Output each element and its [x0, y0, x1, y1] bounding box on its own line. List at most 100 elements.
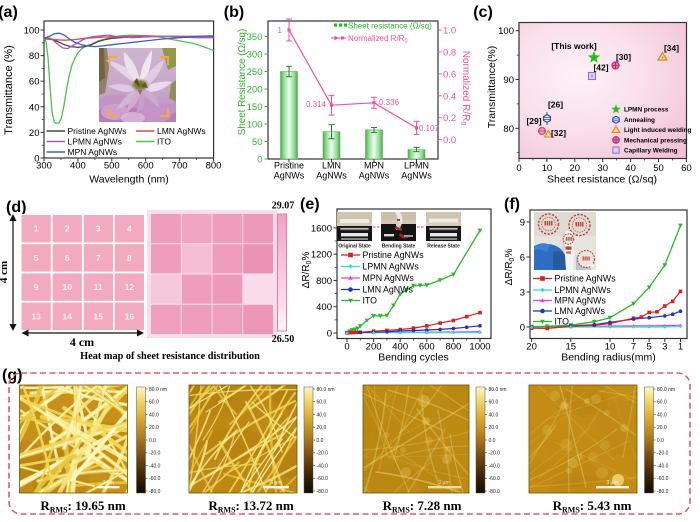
- svg-text:8: 8: [127, 253, 132, 263]
- svg-text:40.0: 40.0: [657, 412, 667, 418]
- svg-text:-20.0: -20.0: [317, 451, 329, 457]
- svg-text:150: 150: [247, 102, 263, 113]
- svg-text:40.0: 40.0: [489, 412, 499, 418]
- svg-text:-60.0: -60.0: [657, 476, 669, 482]
- svg-text:1: 1: [34, 224, 39, 234]
- svg-text:ΔR/R0%: ΔR/R0%: [301, 252, 313, 289]
- svg-text:300: 300: [36, 161, 52, 172]
- svg-text:[42]: [42]: [593, 63, 608, 73]
- svg-text:1.0: 1.0: [443, 26, 456, 37]
- svg-text:0.0: 0.0: [657, 438, 664, 444]
- svg-text:3: 3: [520, 287, 525, 298]
- svg-text:350: 350: [247, 32, 263, 43]
- svg-text:9: 9: [34, 282, 39, 292]
- svg-text:Bending cycles: Bending cycles: [378, 352, 449, 364]
- svg-text:40.0: 40.0: [317, 412, 327, 418]
- svg-text:60.0: 60.0: [149, 400, 159, 406]
- svg-text:LMN AgNWs: LMN AgNWs: [555, 306, 606, 316]
- svg-text:ITO: ITO: [157, 137, 171, 147]
- svg-text:7: 7: [631, 342, 636, 353]
- svg-text:3 μm: 3 μm: [270, 480, 281, 486]
- svg-text:Pristine: Pristine: [274, 161, 304, 171]
- svg-text:-80.0: -80.0: [657, 489, 669, 495]
- svg-text:11: 11: [94, 282, 103, 292]
- svg-text:-80.0: -80.0: [149, 489, 161, 495]
- svg-text:Pristine AgNWs: Pristine AgNWs: [555, 274, 617, 284]
- svg-text:2: 2: [65, 224, 70, 234]
- svg-text:-80.0: -80.0: [489, 489, 501, 495]
- svg-text:6: 6: [520, 252, 525, 263]
- svg-text:Bending State: Bending State: [382, 244, 416, 250]
- svg-text:90: 90: [503, 75, 514, 86]
- svg-text:14: 14: [62, 311, 72, 321]
- svg-text:400: 400: [70, 161, 86, 172]
- svg-text:10: 10: [605, 342, 616, 353]
- svg-text:Sheet resistance (Ω/sq): Sheet resistance (Ω/sq): [547, 174, 657, 186]
- svg-text:(c): (c): [473, 4, 493, 21]
- svg-text:LMN AgNWs: LMN AgNWs: [363, 285, 414, 295]
- svg-text:0: 0: [34, 154, 39, 165]
- svg-text:-20.0: -20.0: [657, 451, 669, 457]
- svg-text:0.6: 0.6: [443, 69, 456, 80]
- svg-text:LPMN process: LPMN process: [624, 107, 669, 114]
- svg-text:6: 6: [65, 253, 70, 263]
- svg-text:0: 0: [257, 155, 262, 166]
- svg-text:1000: 1000: [469, 342, 490, 353]
- svg-text:(d): (d): [6, 199, 26, 216]
- svg-text:400: 400: [392, 342, 408, 353]
- svg-text:5: 5: [647, 342, 652, 353]
- svg-text:1: 1: [278, 26, 283, 35]
- svg-text:Sheet Resistance (Ω/sq): Sheet Resistance (Ω/sq): [237, 29, 248, 135]
- svg-text:MPN: MPN: [364, 161, 384, 171]
- svg-text:60.0: 60.0: [657, 400, 667, 406]
- svg-text:250: 250: [247, 67, 263, 78]
- svg-text:-60.0: -60.0: [317, 476, 329, 482]
- svg-text:5: 5: [34, 253, 39, 263]
- svg-text:(f): (f): [504, 196, 520, 213]
- svg-text:0.2: 0.2: [443, 113, 456, 124]
- svg-text:800: 800: [206, 161, 222, 172]
- svg-text:500: 500: [104, 161, 120, 172]
- svg-text:[30]: [30]: [616, 52, 631, 62]
- svg-text:20.0: 20.0: [489, 425, 499, 431]
- svg-text:30: 30: [597, 163, 608, 174]
- svg-text:0.0: 0.0: [149, 438, 156, 444]
- svg-text:0.0: 0.0: [489, 438, 496, 444]
- svg-text:20.0: 20.0: [149, 425, 159, 431]
- svg-text:Annealing: Annealing: [624, 117, 655, 124]
- svg-text:LPMN AgNWs: LPMN AgNWs: [363, 262, 420, 272]
- svg-text:0: 0: [520, 323, 525, 334]
- svg-text:80.0 nm: 80.0 nm: [489, 387, 507, 393]
- svg-text:Normalized R/R0: Normalized R/R0: [459, 51, 471, 126]
- svg-text:60.0: 60.0: [489, 400, 499, 406]
- svg-text:200: 200: [247, 85, 263, 96]
- svg-text:800: 800: [316, 276, 332, 287]
- svg-text:200: 200: [366, 342, 382, 353]
- svg-text:Release State: Release State: [427, 244, 460, 250]
- svg-text:-60.0: -60.0: [149, 476, 161, 482]
- svg-text:(g): (g): [2, 367, 22, 384]
- svg-text:AgNWs: AgNWs: [274, 171, 305, 181]
- svg-text:16: 16: [125, 311, 135, 321]
- svg-text:RRMS: 19.65 nm: RRMS: 19.65 nm: [40, 498, 125, 515]
- svg-text:LPMN AgNWs: LPMN AgNWs: [555, 285, 612, 295]
- svg-text:ITO: ITO: [363, 296, 378, 306]
- svg-text:300: 300: [247, 50, 263, 61]
- svg-text:0.0: 0.0: [443, 135, 456, 146]
- svg-text:-80.0: -80.0: [317, 489, 329, 495]
- svg-text:3 μm: 3 μm: [606, 480, 617, 486]
- svg-text:Heat map of sheet resistance d: Heat map of sheet resistance distributio…: [80, 351, 260, 362]
- svg-text:12: 12: [125, 282, 135, 292]
- svg-text:0: 0: [344, 342, 349, 353]
- svg-text:80: 80: [29, 51, 40, 62]
- svg-text:LMN AgNWs: LMN AgNWs: [157, 126, 206, 136]
- svg-text:0.314: 0.314: [306, 100, 327, 109]
- svg-text:-40.0: -40.0: [317, 463, 329, 469]
- svg-text:400: 400: [316, 302, 332, 313]
- svg-text:60.0: 60.0: [317, 400, 327, 406]
- svg-text:40: 40: [29, 102, 40, 113]
- svg-text:0.4: 0.4: [443, 91, 456, 102]
- svg-text:100: 100: [24, 26, 40, 37]
- svg-text:AgNWs: AgNWs: [359, 171, 390, 181]
- svg-text:4 cm: 4 cm: [70, 335, 94, 349]
